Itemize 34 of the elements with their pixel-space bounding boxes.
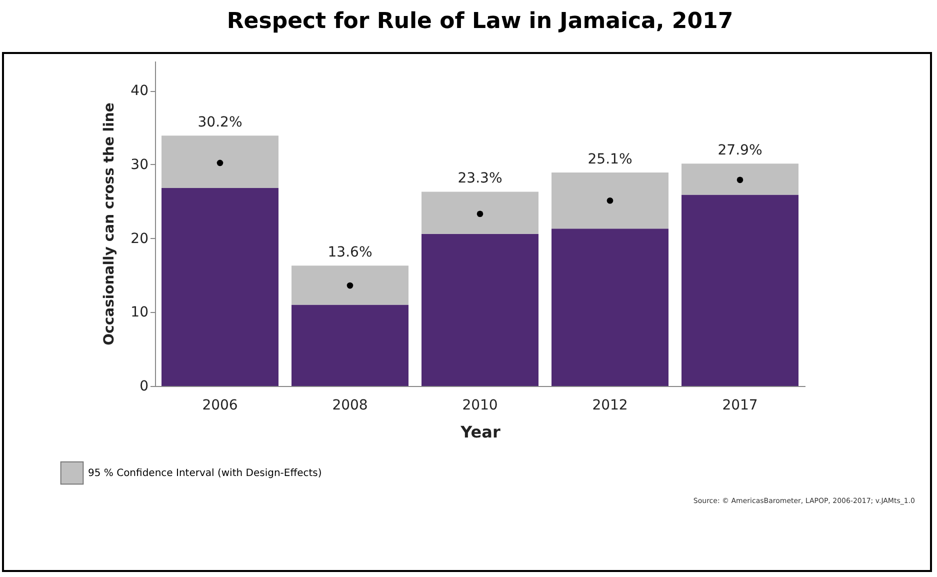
data-label: 27.9%	[718, 142, 762, 159]
data-label: 13.6%	[328, 244, 372, 261]
point	[216, 160, 224, 166]
bar	[292, 304, 408, 386]
data-label: 23.3%	[458, 170, 502, 187]
point	[476, 210, 484, 218]
bar	[682, 194, 798, 386]
y-tick-label: 0	[140, 378, 148, 394]
x-tick-label: 2012	[592, 398, 628, 414]
legend-label: 95 % Confidence Interval (with Design-Effects)	[88, 468, 322, 479]
bar	[552, 228, 668, 386]
bar	[682, 164, 798, 195]
x-axis-title: Year	[460, 422, 500, 442]
y-axis-title: Occasionally can cross the line	[102, 102, 118, 346]
x-tick-label: 2006	[202, 398, 238, 414]
bar	[552, 172, 668, 229]
chart-title: Respect for Rule of Law in Jamaica, 2017	[226, 9, 734, 34]
bar	[422, 192, 538, 234]
point	[736, 176, 744, 184]
y-tick-label: 10	[130, 304, 148, 321]
bar	[422, 234, 538, 386]
data-label: 30.2%	[198, 114, 242, 131]
y-tick-label: 20	[130, 230, 148, 247]
y-tick-label: 40	[130, 83, 148, 100]
x-tick-label: 2017	[722, 398, 758, 414]
bar	[162, 136, 278, 188]
bar	[292, 266, 408, 305]
bar	[162, 188, 278, 386]
x-tick-label: 2010	[462, 398, 498, 414]
point	[606, 197, 614, 204]
data-label: 25.1%	[588, 152, 632, 168]
y-tick-label: 30	[130, 156, 148, 173]
x-tick-label: 2008	[332, 398, 368, 414]
point	[346, 282, 354, 289]
